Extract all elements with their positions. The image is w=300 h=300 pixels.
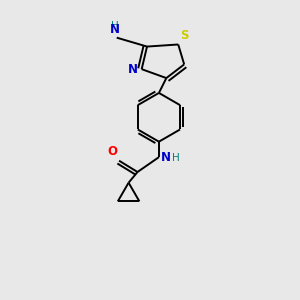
Text: O: O xyxy=(108,145,118,158)
Text: N: N xyxy=(161,151,171,164)
Text: N: N xyxy=(128,63,138,76)
Text: S: S xyxy=(181,29,189,42)
Text: H: H xyxy=(172,153,180,163)
Text: N: N xyxy=(110,23,120,36)
Text: H: H xyxy=(111,21,119,31)
